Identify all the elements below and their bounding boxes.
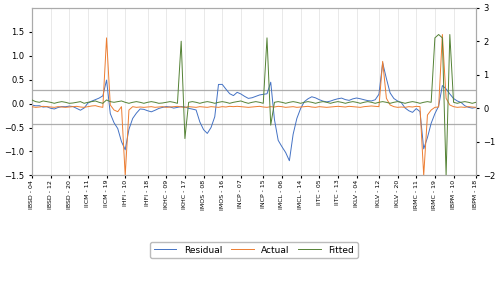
Actual [126, 108, 132, 112]
Residual [473, 106, 479, 109]
Fitted [275, 100, 281, 103]
Fitted [148, 100, 154, 103]
Fitted [29, 98, 35, 102]
Residual [29, 103, 35, 107]
Fitted [335, 100, 341, 103]
Residual [275, 139, 281, 142]
Residual [122, 148, 128, 151]
Actual [440, 33, 446, 36]
Fitted [473, 100, 479, 104]
Fitted [122, 100, 128, 104]
Residual [286, 159, 292, 162]
Fitted [436, 33, 442, 36]
Residual [338, 97, 344, 100]
Residual [387, 91, 393, 95]
Legend: Residual, Actual, Fitted: Residual, Actual, Fitted [150, 242, 358, 258]
Line: Actual: Actual [32, 35, 476, 175]
Residual [380, 61, 386, 65]
Actual [338, 105, 344, 108]
Line: Fitted: Fitted [32, 35, 476, 175]
Actual [466, 105, 471, 108]
Actual [29, 105, 35, 108]
Fitted [380, 100, 386, 103]
Line: Residual: Residual [32, 63, 476, 161]
Actual [152, 106, 158, 109]
Fitted [466, 100, 471, 104]
Actual [279, 105, 285, 108]
Actual [384, 97, 390, 100]
Actual [473, 106, 479, 109]
Fitted [443, 174, 449, 177]
Residual [148, 110, 154, 113]
Residual [466, 106, 471, 109]
Actual [122, 174, 128, 177]
